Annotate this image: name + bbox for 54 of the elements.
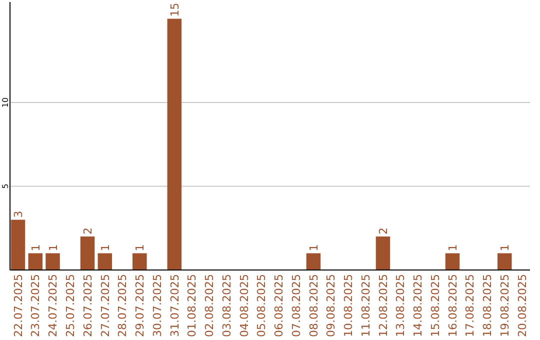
bar — [28, 253, 42, 270]
data-label: 1 — [446, 244, 460, 252]
x-tick-label: 08.08.2025 — [307, 274, 320, 337]
x-tick-label: 02.08.2025 — [203, 274, 216, 337]
data-label: 1 — [98, 244, 112, 252]
x-tick-label: 09.08.2025 — [324, 274, 338, 337]
x-tick-label: 17.08.2025 — [464, 274, 477, 337]
x-tick-label: 19.08.2025 — [498, 274, 512, 337]
bar — [132, 253, 147, 270]
x-tick-label: 30.07.2025 — [150, 274, 164, 337]
bar — [498, 253, 512, 270]
x-tick-label: 07.08.2025 — [290, 274, 303, 337]
bar — [306, 253, 321, 270]
x-tick-label: 10.08.2025 — [342, 274, 356, 337]
x-tick-label: 24.07.2025 — [46, 274, 60, 337]
data-label: 1 — [29, 244, 42, 252]
x-tick-label: 11.08.2025 — [359, 274, 372, 337]
x-tick-label: 12.08.2025 — [376, 274, 390, 337]
y-tick-label: 5 — [1, 184, 10, 189]
bar — [445, 253, 460, 270]
data-label: 1 — [134, 244, 147, 252]
x-tick-label: 01.08.2025 — [186, 274, 199, 337]
x-tick-label: 26.07.2025 — [81, 274, 94, 337]
data-label: 15 — [168, 2, 182, 17]
y-tick-label: 10 — [1, 97, 10, 108]
data-label: 2 — [376, 228, 390, 234]
x-tick-label: 03.08.2025 — [220, 274, 234, 337]
x-tick-label: 27.07.2025 — [98, 274, 112, 337]
x-tick-label: 13.08.2025 — [394, 274, 408, 337]
x-tick-label: 29.07.2025 — [134, 274, 146, 337]
data-label: 2 — [82, 228, 95, 234]
bar — [167, 18, 182, 270]
data-label: 3 — [12, 210, 25, 218]
x-tick-label: 23.07.2025 — [29, 274, 42, 337]
x-tick-label: 15.08.2025 — [428, 274, 442, 337]
bar — [98, 253, 112, 270]
x-tick-label: 14.08.2025 — [412, 274, 425, 337]
x-tick-label: 16.08.2025 — [446, 274, 460, 337]
x-tick-label: 18.08.2025 — [481, 274, 494, 337]
x-tick-label: 20.08.2025 — [516, 274, 529, 337]
data-label: 1 — [307, 244, 320, 252]
x-tick-label: 31.07.2025 — [168, 274, 182, 337]
data-label: 1 — [46, 244, 60, 252]
x-tick-label: 25.07.2025 — [64, 274, 77, 337]
bar — [80, 236, 95, 270]
x-tick-label: 28.07.2025 — [116, 274, 130, 337]
data-label: 1 — [498, 244, 512, 252]
bar — [376, 236, 390, 270]
x-tick-label: 22.07.2025 — [12, 274, 25, 337]
x-tick-label: 06.08.2025 — [272, 274, 286, 337]
bar — [46, 253, 60, 270]
bar — [10, 220, 26, 270]
x-tick-label: 04.08.2025 — [238, 274, 251, 337]
x-tick-label: 05.08.2025 — [255, 274, 268, 337]
